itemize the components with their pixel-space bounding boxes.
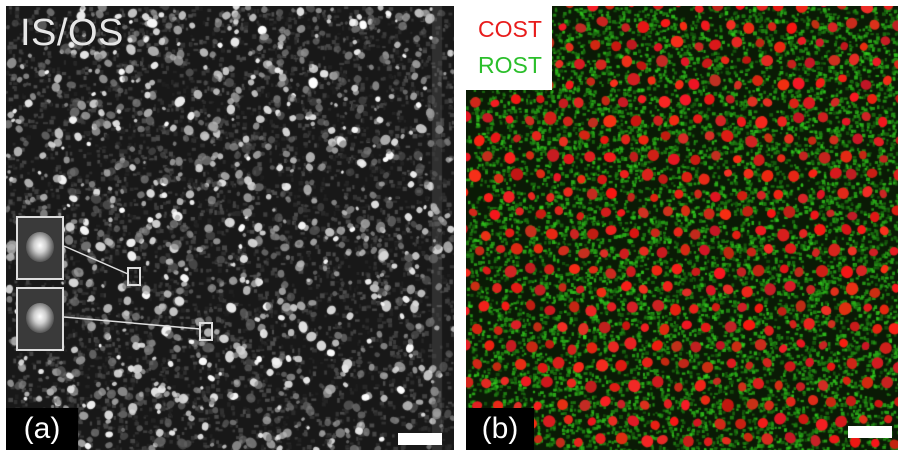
legend-cost: COST — [478, 16, 542, 42]
inset-connector-line-2 — [63, 316, 201, 330]
cone-inset-spot — [26, 303, 54, 333]
is-os-cone-mosaic-image — [6, 6, 454, 450]
panel-b-scale-bar — [848, 426, 892, 438]
cone-inset-spot — [26, 232, 54, 262]
cone-marker-box-2 — [199, 322, 213, 341]
panel-b-label: (b) — [466, 408, 534, 450]
is-os-image-panel: IS/OS (a) — [6, 6, 454, 450]
panel-a-scale-bar — [398, 433, 442, 445]
channel-legend: COST ROST — [466, 6, 552, 90]
inset-connector-lines — [63, 245, 201, 330]
legend-rost: ROST — [478, 52, 542, 78]
cone-inset-magnified-1 — [16, 216, 64, 280]
cone-marker-box-1 — [127, 267, 141, 286]
panel-a-title: IS/OS — [20, 12, 124, 54]
cone-inset-magnified-2 — [16, 287, 64, 351]
cost-rost-image-panel: COST ROST (b) — [466, 6, 898, 450]
inset-connector-line-1 — [63, 245, 129, 275]
panel-a-label: (a) — [6, 408, 78, 450]
